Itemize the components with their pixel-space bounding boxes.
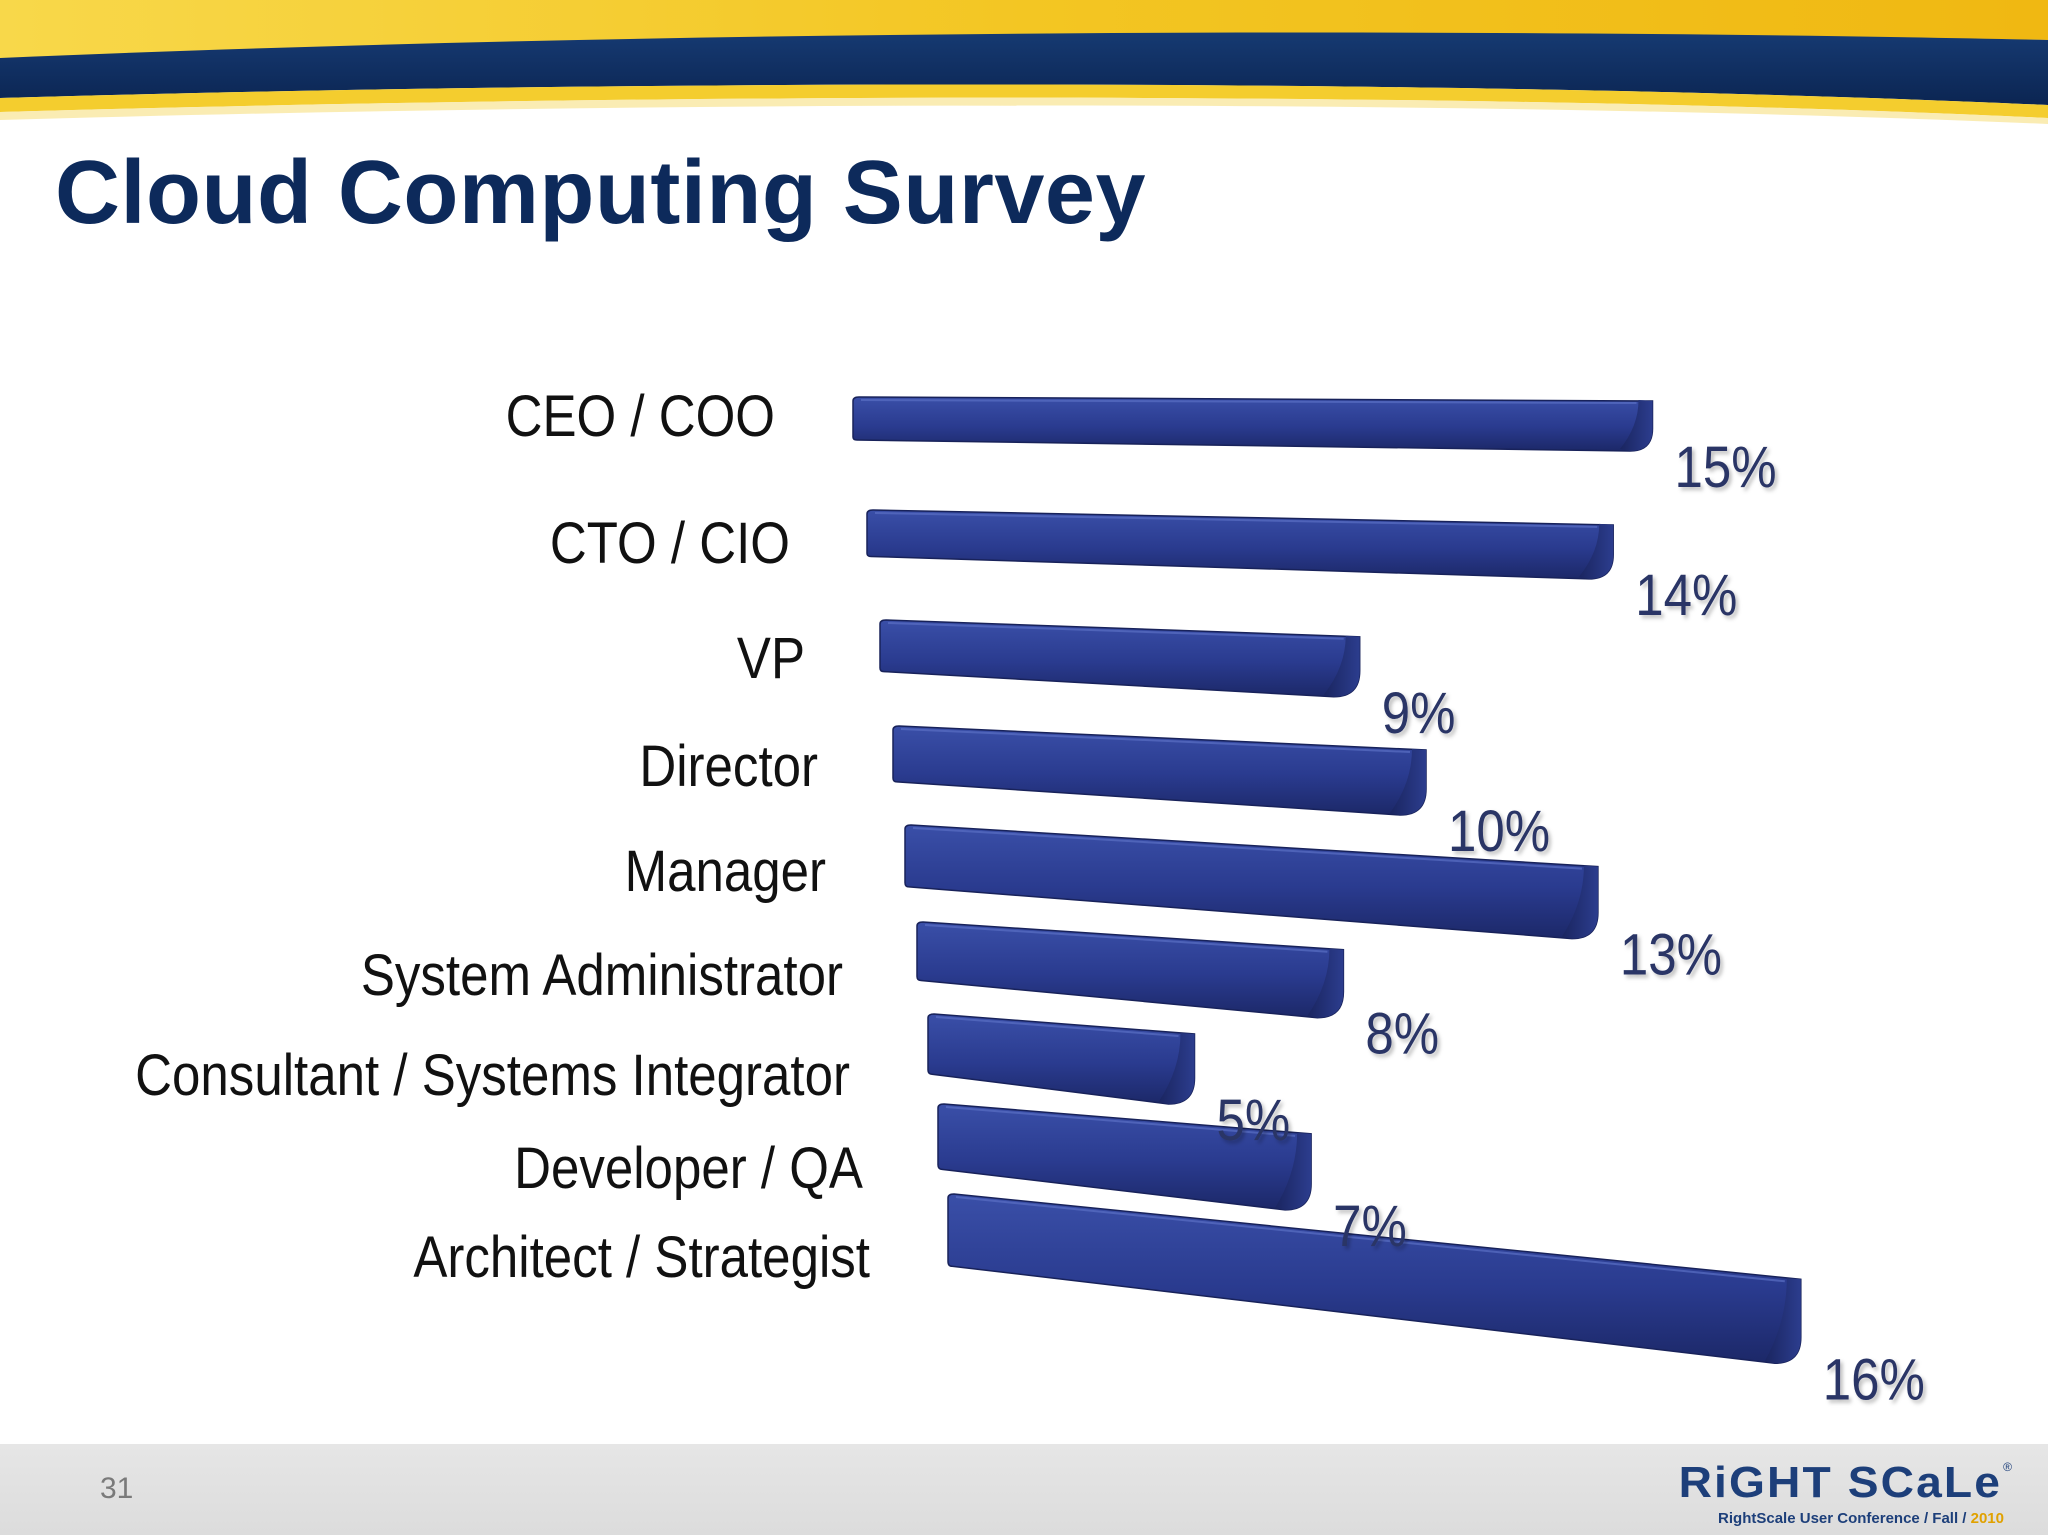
- bar-consultant-systems-integrator: [927, 1013, 1196, 1105]
- category-label: VP: [737, 626, 805, 691]
- category-label: CTO / CIO: [550, 511, 790, 576]
- logo-year: 2010: [1970, 1510, 2004, 1527]
- page-number: 31: [100, 1472, 134, 1505]
- bar-end-cap: [1561, 865, 1598, 939]
- bar-highlight: [945, 1106, 1296, 1137]
- logo-wordmark: RiGHT SCaLe: [1678, 1458, 2002, 1507]
- bar-end-cap: [1275, 1132, 1312, 1210]
- bar-highlight: [912, 827, 1582, 870]
- value-label: 7%: [1333, 1194, 1407, 1259]
- value-label: 10%: [1448, 799, 1550, 864]
- value-label: 13%: [1620, 923, 1722, 988]
- value-label: 8%: [1365, 1002, 1439, 1067]
- chart-category-labels: CEO / COO CTO / CIO VP Director Manager Syste…: [135, 384, 870, 1290]
- bar-highlight: [860, 399, 1637, 404]
- value-label: 14%: [1635, 563, 1737, 628]
- bar-director: [892, 725, 1427, 816]
- bar-end-cap: [1323, 635, 1360, 697]
- value-label: 5%: [1217, 1088, 1291, 1153]
- category-label: Manager: [625, 839, 826, 904]
- bar-highlight: [887, 622, 1344, 640]
- bar-highlight: [874, 512, 1598, 528]
- value-label: 9%: [1382, 681, 1456, 746]
- logo-tagline: RightScale User Conference / Fall / 2010: [1718, 1510, 2004, 1527]
- bar-end-cap: [1307, 948, 1344, 1018]
- bar-highlight: [924, 924, 1328, 953]
- bar-end-cap: [1578, 523, 1614, 579]
- bar-end-cap: [1764, 1278, 1801, 1364]
- header-band: [0, 0, 2048, 130]
- bar-highlight: [955, 1196, 1785, 1283]
- bar-end-cap: [1390, 748, 1426, 815]
- rightscale-logo: RiGHT SCaLe ® RightScale User Conference…: [1678, 1458, 2012, 1530]
- footer: 31 RiGHT SCaLe ® RightScale User Confere…: [0, 1444, 2048, 1535]
- slide-title: Cloud Computing Survey: [55, 143, 1146, 243]
- value-label: 16%: [1823, 1347, 1925, 1412]
- category-label: CEO / COO: [506, 384, 775, 449]
- bar-end-cap: [1158, 1032, 1195, 1104]
- bar-highlight: [900, 728, 1411, 753]
- bar-end-cap: [1620, 399, 1653, 451]
- category-label: System Administrator: [361, 943, 843, 1008]
- chart-bars: [852, 396, 1802, 1365]
- category-label: Architect / Strategist: [413, 1225, 870, 1290]
- value-label: 15%: [1675, 435, 1777, 500]
- bar-highlight: [935, 1016, 1179, 1037]
- category-label: Developer / QA: [514, 1136, 863, 1201]
- chart-value-labels: 15% 14% 9% 10% 13% 8% 5% 7% 16%: [1217, 435, 1925, 1412]
- category-label: Director: [639, 734, 818, 799]
- logo-tagline-text: RightScale User Conference / Fall /: [1718, 1510, 1971, 1527]
- registered-mark: ®: [2003, 1460, 2012, 1474]
- category-label: Consultant / Systems Integrator: [135, 1043, 850, 1108]
- bar-system-administrator: [916, 921, 1345, 1019]
- bar-ceo-coo: [852, 396, 1654, 452]
